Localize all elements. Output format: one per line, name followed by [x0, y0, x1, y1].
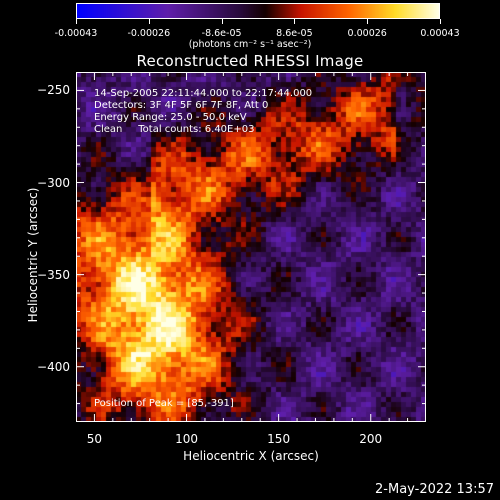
annotation-clean-counts: Clean Total counts: 6.40E+03 — [94, 124, 255, 135]
colorbar-units: (photons cm⁻² s⁻¹ asec⁻²) — [188, 39, 312, 50]
x-tick-label: 150 — [267, 432, 291, 446]
colorbar-tick-mark — [294, 19, 296, 24]
colorbar-tick-label: -8.6e-05 — [201, 28, 242, 39]
colorbar-tick-mark — [76, 19, 77, 24]
colorbar-tick-label: 0.00026 — [347, 28, 387, 39]
rhessi-image — [76, 72, 426, 422]
y-axis-label: Heliocentric Y (arcsec) — [26, 187, 40, 323]
annotation-energy-range: Energy Range: 25.0 - 50.0 keV — [94, 112, 247, 123]
colorbar-tick-label: -0.00043 — [54, 28, 98, 39]
annotation-detectors: Detectors: 3F 4F 5F 6F 7F 8F, Att 0 — [94, 100, 269, 111]
colorbar-tick-mark — [221, 19, 223, 24]
colorbar-tick-label: -0.00026 — [127, 28, 171, 39]
chart-title: Reconstructed RHESSI Image — [136, 52, 364, 70]
colorbar-tick-mark — [148, 19, 150, 24]
x-tick-label: 100 — [175, 432, 198, 446]
y-tick-label: −250 — [37, 83, 70, 98]
annotation-time-range: 14-Sep-2005 22:11:44.000 to 22:17:44.000 — [94, 88, 313, 99]
y-tick-label: −350 — [37, 267, 70, 282]
colorbar — [76, 3, 440, 19]
colorbar-tick-label: 0.00043 — [420, 28, 460, 39]
y-tick-label: −300 — [37, 175, 70, 190]
colorbar-tick-mark — [440, 19, 441, 24]
colorbar-tick-mark — [367, 19, 369, 24]
tick-marks — [76, 72, 426, 422]
date-stamp: 2-May-2022 13:57 — [375, 482, 494, 497]
y-tick-label: −400 — [37, 359, 70, 374]
x-axis-label: Heliocentric X (arcsec) — [183, 449, 319, 463]
x-tick-label: 50 — [86, 432, 103, 446]
annotation-peak-position: Position of Peak = [85,-391] — [94, 398, 234, 409]
colorbar-tick-label: 8.6e-05 — [276, 28, 313, 39]
x-tick-label: 200 — [359, 432, 383, 446]
